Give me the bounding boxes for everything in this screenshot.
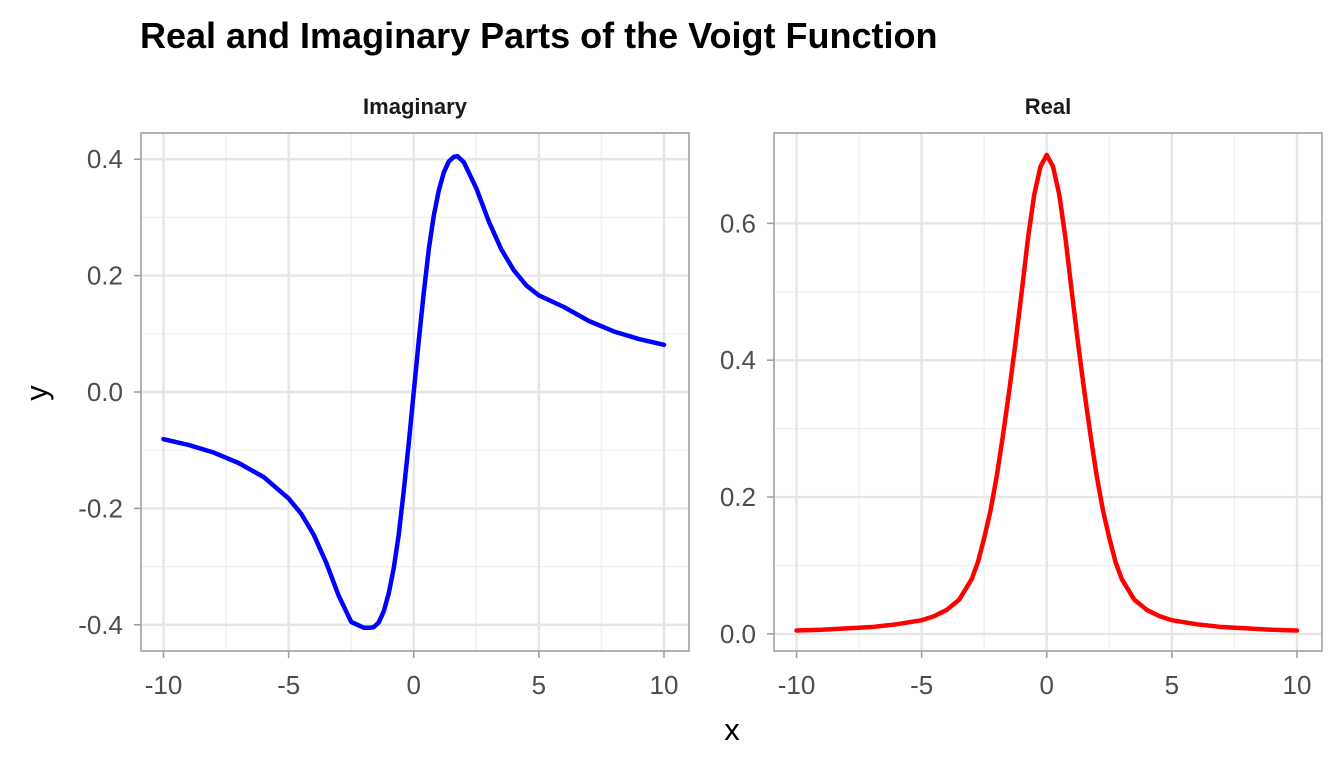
panel-border bbox=[773, 132, 1323, 652]
y-tick-label: 0.6 bbox=[720, 208, 756, 238]
facet-strip-label: Real bbox=[1025, 94, 1071, 119]
panel-imaginary: Imaginary -10 -5 0 5 10 -0.4 -0.2 0.0 0.2 0.4 bbox=[78, 94, 690, 700]
series-line-real bbox=[794, 152, 1300, 633]
y-tick-label: 0.2 bbox=[720, 482, 756, 512]
x-tick-label: -10 bbox=[145, 670, 183, 700]
x-tick-label: 0 bbox=[1040, 670, 1054, 700]
series-line-imaginary bbox=[161, 154, 667, 630]
chart-title: Real and Imaginary Parts of the Voigt Fu… bbox=[140, 15, 937, 56]
x-tick-label: 10 bbox=[1283, 670, 1312, 700]
y-axis-title: y bbox=[19, 385, 54, 401]
x-tick-label: 5 bbox=[1165, 670, 1179, 700]
y-tick-label: -0.2 bbox=[78, 493, 123, 523]
y-tick-label: -0.4 bbox=[78, 610, 123, 640]
y-tick-label: 0.4 bbox=[720, 345, 756, 375]
y-tick-label: 0.4 bbox=[87, 144, 123, 174]
y-tick-label: 0.0 bbox=[87, 377, 123, 407]
x-tick-label: -5 bbox=[910, 670, 933, 700]
x-tick-label: 5 bbox=[532, 670, 546, 700]
x-tick-label: 0 bbox=[407, 670, 421, 700]
y-tick-label: 0.0 bbox=[720, 619, 756, 649]
panel-real: Real -10 -5 0 5 10 0.0 0.2 0.4 0.6 bbox=[720, 94, 1323, 700]
x-axis-title: x bbox=[724, 712, 740, 747]
x-tick-label: 10 bbox=[650, 670, 679, 700]
y-tick-label: 0.2 bbox=[87, 261, 123, 291]
x-tick-label: -5 bbox=[277, 670, 300, 700]
x-tick-label: -10 bbox=[778, 670, 816, 700]
facet-strip-label: Imaginary bbox=[363, 94, 468, 119]
